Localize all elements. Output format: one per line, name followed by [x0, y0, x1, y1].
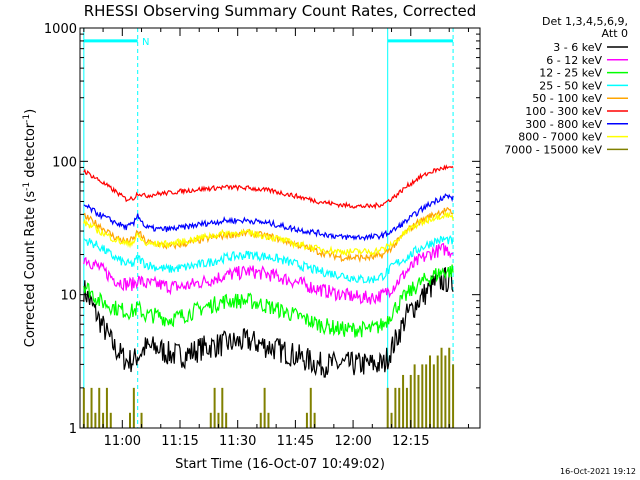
legend-label: 3 - 6 keV — [553, 41, 602, 54]
night-mark-label: N — [142, 37, 149, 48]
y-axis-title-sup2: -1 — [22, 114, 32, 123]
y-tick-label: 1000 — [44, 22, 77, 37]
y-axis-title-mid: detector — [23, 122, 38, 182]
x-tick-label: 12:15 — [392, 434, 429, 449]
x-axis-ticks: 11:00 11:15 11:30 11:45 12:00 12:15 — [83, 28, 469, 449]
chart-title: RHESSI Observing Summary Count Rates, Co… — [84, 2, 477, 20]
legend-label: 12 - 25 keV — [539, 67, 602, 80]
plot-area: N — [82, 28, 455, 428]
legend-header-line-1: Det 1,3,4,5,6,9, — [542, 15, 628, 28]
y-tick-label: 1 — [69, 422, 77, 437]
x-tick-label: 11:45 — [277, 434, 314, 449]
x-tick-label: 11:30 — [219, 434, 256, 449]
plot-frame — [79, 27, 481, 429]
y-axis-title: Corrected Count Rate (s-1 detector-1) — [22, 109, 38, 347]
series-line — [83, 264, 454, 338]
legend-header-line-2: Att 0 — [602, 27, 628, 40]
series-line — [83, 242, 454, 305]
x-tick-label: 11:00 — [104, 434, 141, 449]
x-tick-label: 11:15 — [161, 434, 198, 449]
series-line — [83, 193, 454, 242]
legend-label: 800 - 7000 keV — [518, 131, 602, 144]
legend-label: 50 - 100 keV — [532, 92, 602, 105]
y-axis-title-sup1: -1 — [22, 182, 32, 191]
series-line — [83, 266, 454, 378]
y-axis-ticks: 1 10 100 1000 — [44, 22, 480, 437]
x-axis-title: Start Time (16-Oct-07 10:49:02) — [175, 457, 385, 472]
y-tick-label: 10 — [60, 289, 77, 304]
y-axis-title-main: Corrected Count Rate (s — [23, 191, 38, 348]
y-axis-title-end: ) — [23, 109, 38, 114]
series-line — [83, 210, 454, 257]
series-line — [83, 235, 454, 285]
legend-label: 7000 - 15000 keV — [504, 143, 602, 156]
legend-label: 300 - 800 keV — [525, 118, 602, 131]
y-tick-label: 100 — [52, 155, 77, 170]
legend-label: 100 - 300 keV — [525, 105, 602, 118]
x-tick-label: 12:00 — [334, 434, 371, 449]
time-stamp: 16-Oct-2021 19:12 — [560, 467, 636, 476]
series-line — [83, 164, 454, 210]
legend-label: 6 - 12 keV — [546, 54, 602, 67]
legend-label: 25 - 50 keV — [539, 79, 602, 92]
